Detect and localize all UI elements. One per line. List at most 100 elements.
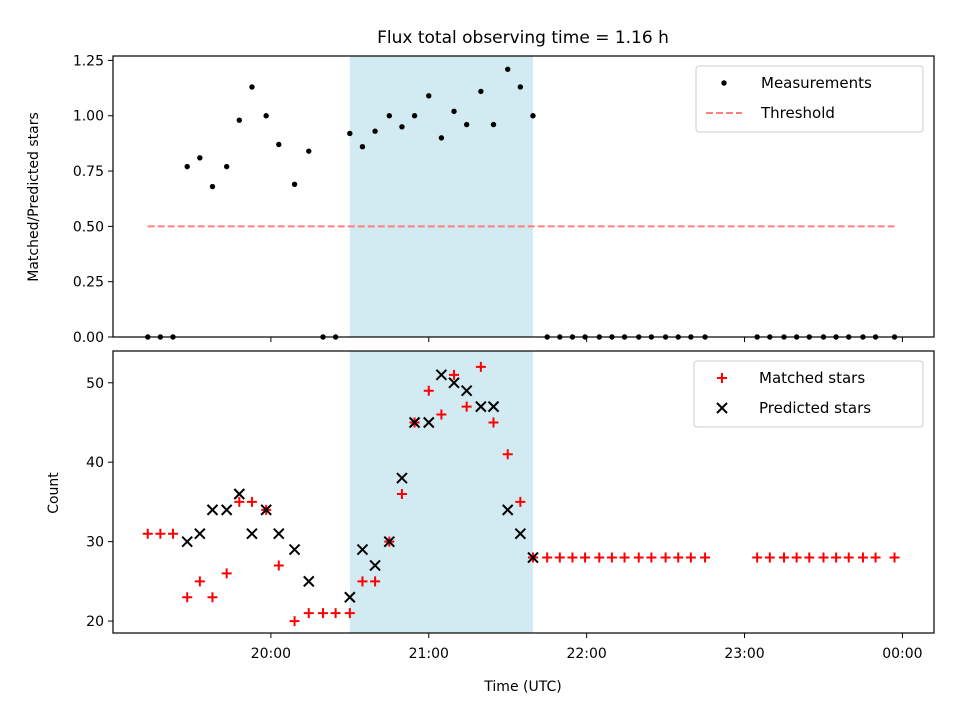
data-point: [396, 488, 407, 499]
data-point: [505, 66, 511, 72]
legend-entry: Measurements: [721, 74, 872, 92]
data-point: [514, 527, 527, 540]
data-point: [423, 416, 435, 429]
data-point: [369, 559, 381, 572]
data-point: [246, 527, 258, 540]
data-point: [330, 608, 341, 619]
data-point: [234, 496, 245, 507]
legend-label: Measurements: [761, 74, 872, 92]
data-point: [791, 552, 802, 563]
legend-entry: Predicted stars: [716, 399, 871, 417]
data-point: [249, 84, 255, 90]
observing-window-span: [349, 351, 533, 633]
data-point: [478, 88, 484, 95]
y-tick-label: 0.25: [73, 275, 104, 291]
x-tick-label: 23:00: [724, 646, 764, 662]
data-point: [660, 552, 671, 563]
data-point: [223, 163, 230, 170]
series-predicted-stars: [181, 369, 539, 603]
y-tick-label: 0.75: [73, 164, 104, 180]
legend-entry: Threshold: [706, 104, 835, 122]
legend-swatch: [717, 373, 727, 383]
data-point: [700, 552, 711, 563]
data-point: [273, 527, 285, 540]
data-point: [197, 155, 203, 161]
y-tick-label: 1.00: [73, 109, 104, 125]
data-point: [818, 552, 829, 563]
axes-frame: [112, 55, 935, 338]
data-point: [142, 528, 153, 539]
data-point: [460, 385, 473, 397]
data-point: [194, 527, 206, 540]
panel-count: 20 30 40 50 20:00 21:00 22:00 23:00 00:00 Matched…: [86, 350, 935, 662]
x-axis-label: Time (UTC): [483, 679, 561, 695]
data-point: [291, 181, 298, 188]
data-point: [370, 576, 381, 587]
y-tick-label: 30: [86, 535, 104, 551]
observing-window-span: [349, 56, 533, 337]
data-point: [502, 504, 514, 516]
legend-swatch: [716, 402, 728, 414]
data-point: [804, 552, 815, 563]
data-point: [527, 551, 539, 564]
data-point: [449, 369, 460, 380]
data-point: [263, 113, 269, 119]
data-point: [463, 121, 470, 128]
y-tick-label: 40: [86, 455, 104, 471]
legend: Measurements Threshold: [695, 65, 924, 133]
data-point: [233, 488, 246, 500]
data-point: [764, 552, 775, 563]
data-point: [303, 575, 315, 588]
data-point: [317, 608, 328, 619]
data-point: [372, 128, 378, 134]
data-point: [155, 528, 166, 539]
data-point: [646, 552, 657, 563]
data-point: [396, 472, 408, 484]
data-point: [542, 552, 553, 563]
data-point: [461, 401, 472, 412]
data-point: [408, 416, 421, 429]
data-point: [475, 361, 486, 372]
chart-title: Flux total observing time = 1.16 h: [377, 28, 669, 48]
data-point: [423, 385, 434, 396]
data-point: [386, 113, 392, 119]
data-point: [356, 543, 369, 556]
data-point: [517, 84, 524, 90]
data-point: [236, 117, 243, 123]
data-point: [306, 148, 312, 154]
data-point: [843, 552, 854, 563]
data-point: [399, 124, 405, 130]
y-tick-label: 0.00: [73, 330, 104, 346]
data-point: [276, 141, 282, 148]
data-point: [606, 552, 617, 563]
legend-label: Threshold: [760, 104, 835, 122]
y-tick-label: 50: [86, 376, 104, 392]
bottom-y-axis-label: Count: [46, 472, 62, 514]
data-point: [580, 552, 591, 563]
panel-ratio: 0.00 0.25 0.50 0.75 1.00 1.25 Measurements Thre…: [73, 53, 935, 346]
x-tick-label: 20:00: [251, 646, 291, 662]
plot-area: 0.00 0.25 0.50 0.75 1.00 1.25 Measurements Thre…: [73, 53, 935, 662]
data-point: [633, 552, 644, 563]
data-point: [515, 496, 526, 507]
legend-label: Predicted stars: [759, 399, 871, 417]
data-point: [831, 552, 842, 563]
legend-box: [695, 65, 924, 133]
legend-label: Matched stars: [759, 369, 865, 387]
x-tick-label: 22:00: [566, 646, 606, 662]
data-point: [438, 135, 445, 141]
legend-box: [693, 360, 924, 428]
data-point: [220, 504, 233, 516]
y-tick-label: 0.50: [73, 219, 104, 235]
data-point: [207, 592, 218, 603]
data-point: [567, 552, 578, 563]
y-tick-label: 20: [86, 614, 104, 630]
legend: Matched stars Predicted stars: [693, 360, 924, 428]
legend-swatch: [721, 80, 727, 86]
data-point: [221, 568, 232, 579]
data-point: [167, 528, 178, 539]
data-point: [488, 417, 499, 428]
data-point: [303, 608, 314, 619]
data-point: [246, 496, 257, 507]
data-point: [673, 552, 684, 563]
